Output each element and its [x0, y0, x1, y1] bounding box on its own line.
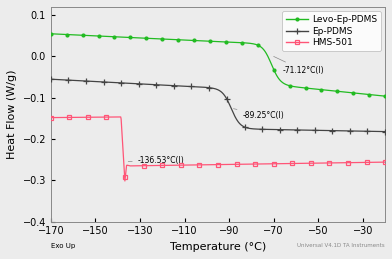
Text: -136.53°C(I): -136.53°C(I) [128, 156, 185, 165]
X-axis label: Temperature (°C): Temperature (°C) [170, 242, 266, 252]
Text: Universal V4.1D TA Instruments: Universal V4.1D TA Instruments [298, 243, 385, 248]
Legend: Levo-Ep-PDMS, Ep-PDMS, HMS-501: Levo-Ep-PDMS, Ep-PDMS, HMS-501 [282, 11, 381, 51]
Text: -71.12°C(I): -71.12°C(I) [274, 56, 324, 75]
Text: Exo Up: Exo Up [51, 243, 75, 249]
Y-axis label: Heat Flow (W/g): Heat Flow (W/g) [7, 70, 17, 159]
Text: -89.25°C(I): -89.25°C(I) [234, 109, 284, 120]
